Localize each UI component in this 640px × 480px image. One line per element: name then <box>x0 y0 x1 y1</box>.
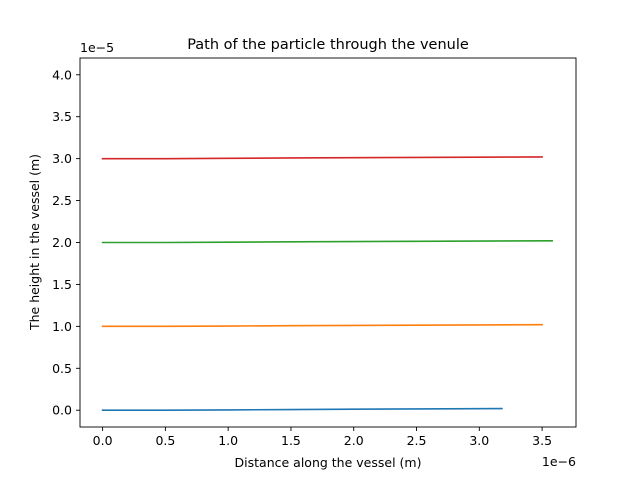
x-tick-label: 3.5 <box>532 433 552 448</box>
y-tick-label: 3.5 <box>52 109 72 124</box>
y-axis-label: The height in the vessel (m) <box>27 154 42 331</box>
chart-title: Path of the particle through the venule <box>187 37 469 53</box>
x-axis-ticks: 0.0 0.5 1.0 1.5 2.0 2.5 3.0 3.5 <box>93 427 552 448</box>
plot-frame <box>79 57 577 428</box>
y-offset-label: 1e−5 <box>80 40 114 55</box>
x-axis-label: Distance along the vessel (m) <box>235 455 422 470</box>
x-tick-label: 2.5 <box>407 433 427 448</box>
y-tick-label: 3.0 <box>52 151 72 166</box>
x-tick-label: 3.0 <box>469 433 489 448</box>
series-layer <box>101 156 553 412</box>
series-line-1 <box>101 407 503 412</box>
y-tick-label: 0.0 <box>52 403 72 418</box>
series-line-2 <box>101 323 543 328</box>
y-tick-label: 2.5 <box>52 193 72 208</box>
series-line-3 <box>101 240 553 244</box>
x-offset-label: 1e−6 <box>542 454 576 469</box>
y-tick-label: 2.0 <box>52 235 72 250</box>
series-line-4 <box>101 156 543 160</box>
y-tick-label: 0.5 <box>52 361 72 376</box>
y-tick-label: 4.0 <box>52 67 72 82</box>
x-tick-label: 1.5 <box>281 433 301 448</box>
x-tick-label: 0.5 <box>155 433 175 448</box>
y-tick-label: 1.5 <box>52 277 72 292</box>
x-tick-label: 0.0 <box>93 433 113 448</box>
x-tick-label: 1.0 <box>218 433 238 448</box>
x-tick-label: 2.0 <box>344 433 364 448</box>
y-axis-ticks: 0.0 0.5 1.0 1.5 2.0 2.5 3.0 3.5 4.0 <box>52 67 80 418</box>
y-tick-label: 1.0 <box>52 319 72 334</box>
